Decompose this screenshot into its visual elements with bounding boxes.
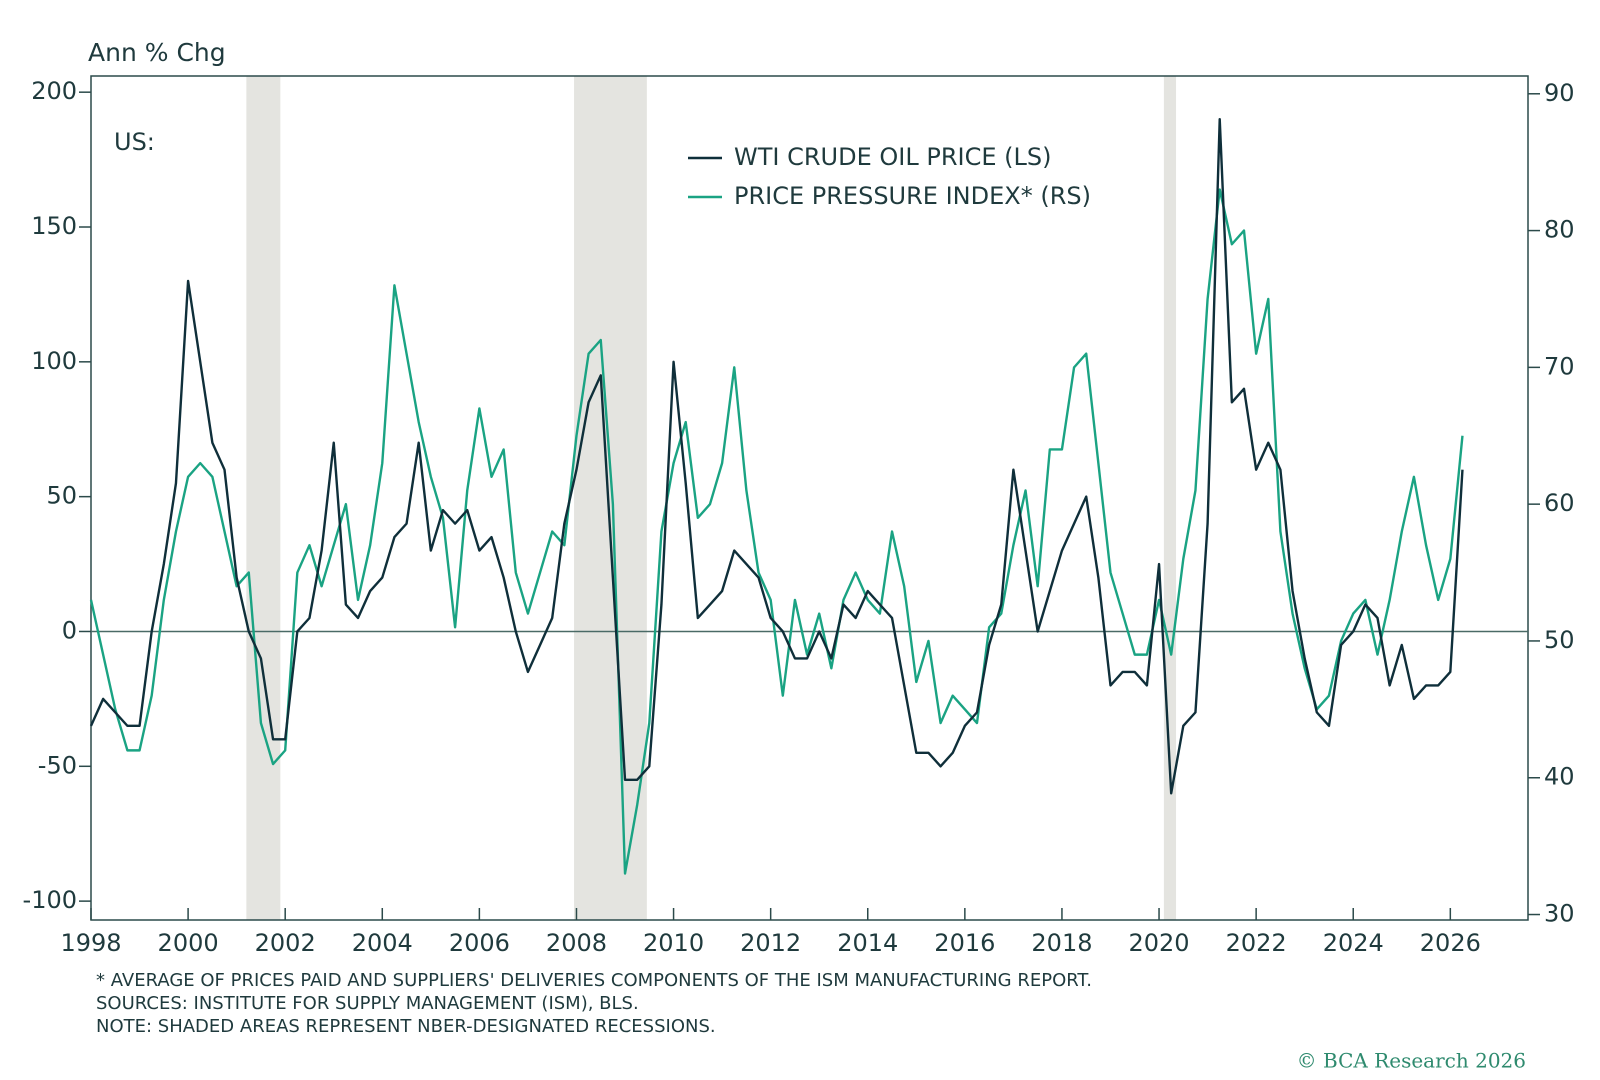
y2-tick-label: 80 (1544, 216, 1575, 244)
x-tick-label: 2018 (1031, 929, 1092, 957)
footnote: SOURCES: INSTITUTE FOR SUPPLY MANAGEMENT… (96, 993, 639, 1014)
credit: © BCA Research 2026 (1297, 1049, 1526, 1073)
y-tick-label: 150 (31, 212, 77, 240)
y2-tick-label: 30 (1544, 900, 1575, 928)
x-tick-label: 2008 (546, 929, 607, 957)
x-tick-label: 2010 (643, 929, 704, 957)
series-line (89, 188, 1464, 875)
x-tick-label: 2026 (1420, 929, 1481, 957)
y-tick-label: 0 (62, 616, 77, 644)
x-tick-label: 2012 (740, 929, 801, 957)
y2-tick-label: 50 (1544, 626, 1575, 654)
footnote: * AVERAGE OF PRICES PAID AND SUPPLIERS' … (96, 970, 1092, 991)
x-tick-label: 2024 (1323, 929, 1384, 957)
x-tick-label: 2020 (1129, 929, 1190, 957)
annotation: US: (114, 128, 155, 156)
recession-band (574, 76, 647, 920)
x-tick-label: 2014 (837, 929, 898, 957)
y2-tick-label: 70 (1544, 352, 1575, 380)
recession-band (1163, 76, 1177, 920)
y-tick-label: -50 (38, 751, 77, 779)
x-tick-label: 2022 (1226, 929, 1287, 957)
x-tick-label: 2000 (158, 929, 219, 957)
x-tick-label: 2002 (255, 929, 316, 957)
y-tick-label: 100 (31, 347, 77, 375)
recession-band (246, 76, 281, 920)
x-tick-label: 2006 (449, 929, 510, 957)
y-tick-label: 200 (31, 77, 77, 105)
y2-tick-label: 60 (1544, 489, 1575, 517)
y-axis-label: Ann % Chg (88, 38, 226, 67)
footnote: NOTE: SHADED AREAS REPRESENT NBER-DESIGN… (96, 1016, 716, 1037)
legend-label: WTI CRUDE OIL PRICE (LS) (734, 143, 1051, 171)
legend-label: PRICE PRESSURE INDEX* (RS) (734, 182, 1091, 210)
y2-tick-label: 40 (1544, 763, 1575, 791)
plot-frame (90, 75, 1529, 921)
y2-tick-label: 90 (1544, 79, 1575, 107)
x-tick-label: 1998 (60, 929, 121, 957)
series-line (89, 117, 1464, 795)
x-tick-label: 2016 (934, 929, 995, 957)
y-tick-label: 50 (46, 482, 77, 510)
y-tick-label: -100 (23, 886, 77, 914)
x-tick-label: 2004 (352, 929, 413, 957)
